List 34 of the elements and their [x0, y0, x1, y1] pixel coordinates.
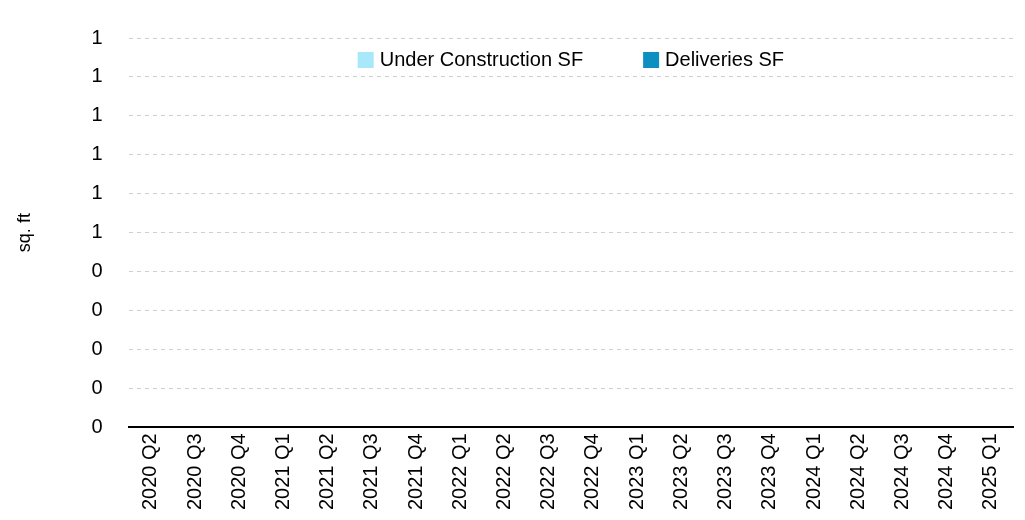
y-tick-label: 1: [91, 142, 103, 165]
x-tick-label: 2020 Q2: [138, 433, 161, 511]
x-tick-label: 2022 Q1: [447, 433, 470, 511]
x-tick-label: 2021 Q2: [315, 433, 338, 511]
x-tick-label: 2021 Q4: [403, 433, 426, 511]
y-tick-label: 1: [91, 64, 103, 87]
legend-label: Deliveries SF: [665, 47, 785, 70]
y-tick-label: 0: [91, 414, 103, 437]
x-tick-label: 2024 Q1: [801, 433, 824, 511]
y-tick-label: 1: [91, 103, 103, 126]
x-tick-label: 2021 Q3: [359, 433, 382, 511]
x-tick-label: 2022 Q3: [536, 433, 559, 511]
x-tick-label: 2023 Q3: [713, 433, 736, 511]
y-tick-label: 0: [91, 298, 103, 321]
y-tick-label: 1: [91, 220, 103, 243]
x-tick-label: 2022 Q4: [580, 433, 603, 511]
x-tick-label: 2022 Q2: [492, 433, 515, 511]
x-tick-label: 2020 Q3: [182, 433, 205, 511]
x-tick-label: 2024 Q2: [845, 433, 868, 511]
y-tick-label: 1: [91, 25, 103, 48]
x-tick-label: 2024 Q3: [889, 433, 912, 511]
legend-label: Under Construction SF: [379, 47, 584, 70]
y-tick-label: 1: [91, 181, 103, 204]
x-tick-label: 2020 Q4: [226, 433, 249, 511]
y-axis-title: sq. ft: [13, 213, 34, 253]
x-tick-label: 2023 Q2: [668, 433, 691, 511]
y-tick-label: 0: [91, 259, 103, 282]
x-tick-label: 2021 Q1: [270, 433, 293, 511]
x-tick-label: 2025 Q1: [978, 433, 1001, 511]
y-tick-label: 0: [91, 375, 103, 398]
x-tick-label: 2024 Q4: [934, 433, 957, 511]
x-tick-label: 2023 Q4: [757, 433, 780, 511]
x-tick-label: 2023 Q1: [624, 433, 647, 511]
y-tick-label: 0: [91, 336, 103, 359]
